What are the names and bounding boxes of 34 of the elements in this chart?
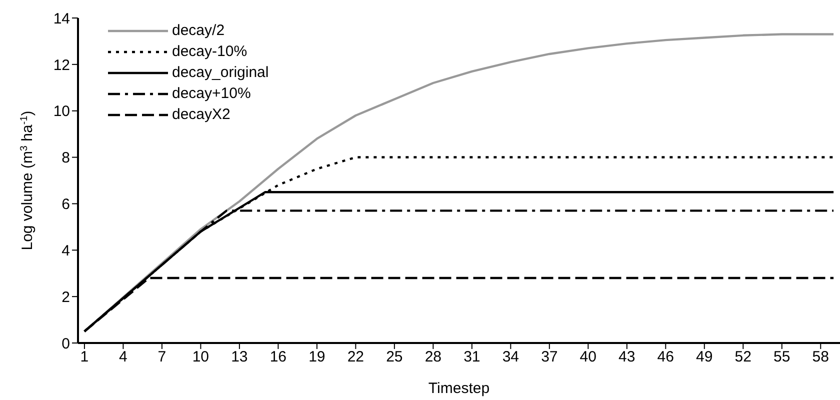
x-tick-label: 28 xyxy=(424,348,442,366)
x-tick-label: 1 xyxy=(80,348,89,366)
legend-label: decay_original xyxy=(172,64,269,81)
x-tick-label: 13 xyxy=(231,348,248,366)
y-tick-label: 12 xyxy=(53,56,70,74)
x-tick-label: 43 xyxy=(618,348,636,366)
x-tick-label: 4 xyxy=(119,348,128,366)
y-tick-label: 14 xyxy=(53,10,70,28)
legend-label: decay+10% xyxy=(172,85,251,102)
x-axis-title: Timestep xyxy=(428,380,490,397)
y-tick-label: 6 xyxy=(62,196,70,214)
y-tick-label: 4 xyxy=(62,242,70,260)
x-tick-label: 31 xyxy=(464,348,480,366)
y-tick-label: 8 xyxy=(62,150,70,167)
y-tick-label: 0 xyxy=(62,335,70,352)
legend-label: decayX2 xyxy=(172,106,230,123)
x-tick-label: 10 xyxy=(192,348,210,366)
x-tick-label: 7 xyxy=(158,348,166,366)
x-tick-label: 34 xyxy=(502,348,520,366)
y-tick-label: 10 xyxy=(53,103,70,120)
x-tick-label: 16 xyxy=(270,348,287,366)
x-tick-label: 52 xyxy=(734,348,752,366)
x-tick-label: 58 xyxy=(812,348,829,366)
x-tick-label: 40 xyxy=(580,348,596,366)
y-tick-label: 2 xyxy=(62,288,70,306)
x-tick-label: 49 xyxy=(696,348,713,366)
x-tick-label: 37 xyxy=(541,348,558,366)
legend-label: decay-10% xyxy=(172,43,248,60)
x-tick-label: 25 xyxy=(386,348,403,366)
x-tick-label: 19 xyxy=(308,348,326,366)
x-tick-label: 22 xyxy=(347,348,364,366)
legend-label: decay/2 xyxy=(172,22,225,39)
x-tick-label: 55 xyxy=(774,348,790,366)
x-tick-label: 46 xyxy=(657,348,674,366)
